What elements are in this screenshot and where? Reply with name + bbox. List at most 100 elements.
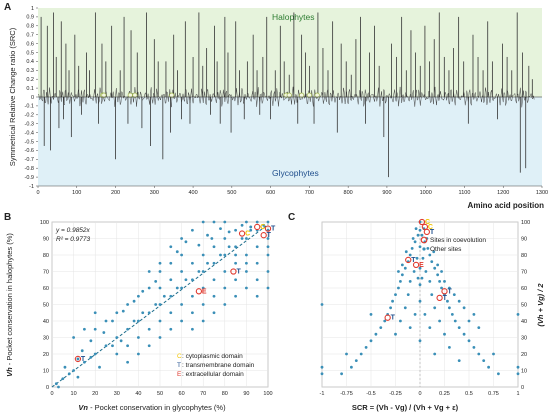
data-point — [212, 311, 216, 315]
x-tick-label: 700 — [305, 190, 314, 196]
panel-b: B 0 10 20 30 40 50 60 70 80 90 100 0 10 20 30 40 50 60 70 8… — [4, 212, 276, 412]
data-point — [245, 237, 248, 240]
data-point — [266, 237, 270, 240]
data-point — [162, 294, 166, 298]
y-tick-label: 0.5 — [26, 50, 34, 56]
legend-text-t: : transmembrane domain — [182, 362, 255, 369]
data-point — [369, 339, 373, 343]
data-point — [438, 280, 441, 283]
data-point — [126, 327, 129, 331]
axes: 0 10 20 30 40 50 60 70 80 90 100 -1 -0.75 -0.5 -0.25 0 0… — [320, 220, 531, 397]
x-tick-label: 0.75 — [488, 391, 499, 397]
data-point — [245, 286, 248, 290]
data-point — [89, 339, 93, 343]
data-point — [482, 359, 486, 362]
data-point — [418, 266, 422, 270]
y-tick-label: 40 — [521, 319, 527, 325]
data-point — [249, 228, 253, 232]
data-point — [359, 352, 363, 356]
x-tick-label: 0 — [418, 391, 421, 397]
data-point — [147, 327, 151, 331]
data-point — [223, 237, 227, 240]
data-point — [255, 278, 259, 282]
data-point — [141, 311, 145, 315]
data-point — [426, 247, 430, 250]
x-tick-label: 20 — [92, 391, 98, 397]
data-point — [158, 303, 162, 306]
data-point — [158, 319, 162, 323]
data-point — [516, 313, 520, 316]
data-point — [255, 294, 259, 298]
data-point — [234, 253, 238, 257]
coevolving-site — [405, 256, 412, 264]
data-point — [137, 319, 140, 323]
panel-b-label: B — [4, 212, 11, 223]
y-tick-label: 100 — [521, 220, 530, 226]
data-point — [184, 240, 188, 244]
data-point — [197, 270, 201, 273]
data-point — [448, 346, 451, 349]
data-point — [80, 349, 84, 353]
data-point — [408, 253, 412, 257]
data-point — [245, 270, 248, 273]
data-point — [430, 293, 434, 296]
data-point — [457, 359, 461, 362]
data-point — [416, 233, 420, 237]
legend-coevolution-label: Sites in coevolution — [430, 237, 486, 244]
data-point — [169, 294, 173, 298]
data-point — [400, 273, 404, 277]
x-tick-label: 800 — [344, 190, 353, 196]
data-point — [102, 331, 106, 334]
data-point — [154, 280, 158, 283]
data-point — [462, 306, 466, 310]
data-point — [436, 263, 440, 267]
data-point — [169, 261, 173, 265]
x-tick-label: 300 — [150, 190, 159, 196]
points — [320, 220, 520, 376]
data-point — [406, 293, 410, 296]
data-point — [191, 311, 194, 315]
x-tick-label: 90 — [243, 391, 249, 397]
legend-dot-marker — [422, 247, 426, 251]
data-point — [197, 243, 201, 247]
data-point — [98, 365, 101, 369]
y-tick-label: 0.3 — [26, 68, 34, 74]
data-point — [191, 261, 194, 265]
data-point — [137, 294, 140, 298]
data-point — [191, 294, 194, 298]
data-point — [234, 228, 238, 232]
data-point — [443, 280, 446, 283]
y-tick-label: 60 — [43, 286, 49, 292]
data-point — [383, 319, 387, 323]
data-point — [255, 261, 259, 265]
data-point — [418, 228, 422, 232]
panel-a-label: A — [4, 2, 11, 13]
y-tick-label: 0 — [521, 385, 524, 391]
x-tick-label: 30 — [114, 391, 120, 397]
data-point — [206, 261, 209, 265]
fit-r2: R² = 0.9773 — [56, 236, 91, 243]
data-point — [158, 336, 162, 339]
data-point — [227, 230, 231, 234]
data-point — [448, 306, 451, 310]
y-tick-label: 0.4 — [26, 59, 34, 65]
data-point — [428, 280, 432, 283]
y-tick-label: 30 — [521, 335, 527, 341]
data-point — [234, 245, 238, 249]
data-point — [262, 223, 266, 227]
y-tick-label: 90 — [521, 236, 527, 242]
data-point — [76, 375, 80, 379]
domain-letter: C — [425, 219, 430, 226]
data-point — [413, 240, 417, 244]
data-point — [403, 306, 407, 310]
circled-site — [132, 92, 138, 98]
x-tick-label: 60 — [179, 391, 185, 397]
y-tick-label: 0.2 — [26, 77, 34, 83]
data-point — [234, 294, 238, 298]
data-point — [266, 286, 270, 290]
circled-site — [306, 92, 312, 98]
data-point — [249, 225, 253, 229]
data-point — [212, 278, 216, 282]
data-point — [227, 245, 231, 249]
